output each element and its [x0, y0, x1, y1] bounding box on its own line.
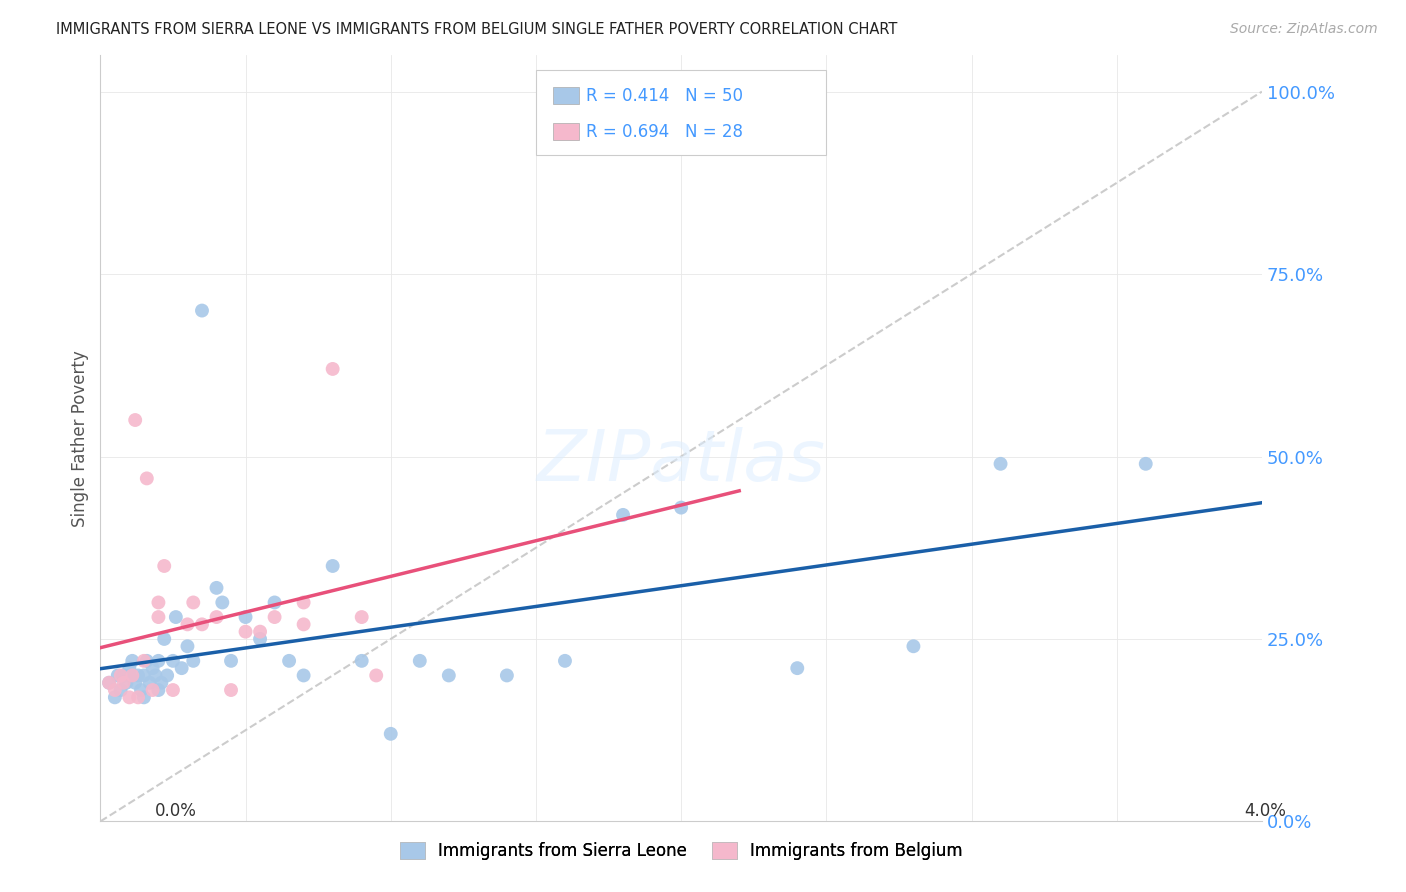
Point — [153, 632, 176, 646]
Point — [148, 610, 170, 624]
Point — [496, 668, 519, 682]
Point — [191, 617, 214, 632]
Point — [104, 690, 127, 705]
Text: R = 0.414   N = 50: R = 0.414 N = 50 — [586, 87, 742, 104]
Text: IMMIGRANTS FROM SIERRA LEONE VS IMMIGRANTS FROM BELGIUM SINGLE FATHER POVERTY CO: IMMIGRANTS FROM SIERRA LEONE VS IMMIGRAN… — [56, 22, 897, 37]
Point — [181, 654, 204, 668]
Point — [1135, 457, 1157, 471]
Point — [176, 617, 198, 632]
Point — [132, 668, 155, 682]
Point — [118, 661, 141, 675]
Text: 4.0%: 4.0% — [1244, 802, 1286, 820]
Point — [409, 654, 432, 668]
Point — [235, 610, 257, 624]
Point — [132, 690, 155, 705]
Text: R = 0.694   N = 28: R = 0.694 N = 28 — [586, 123, 742, 141]
Point — [219, 654, 242, 668]
Point — [350, 654, 373, 668]
Point — [104, 683, 127, 698]
Point — [903, 640, 925, 654]
Point — [292, 595, 315, 609]
Point — [278, 654, 301, 668]
Point — [176, 640, 198, 654]
Point — [205, 581, 228, 595]
FancyBboxPatch shape — [536, 70, 827, 154]
Point — [292, 668, 315, 682]
Text: 0.0%: 0.0% — [155, 802, 197, 820]
Point — [127, 690, 149, 705]
Point — [150, 675, 173, 690]
Point — [219, 683, 242, 698]
Point — [205, 610, 228, 624]
Point — [292, 617, 315, 632]
Point — [135, 654, 157, 668]
Point — [132, 654, 155, 668]
Point — [153, 559, 176, 574]
Point — [121, 654, 143, 668]
Point — [118, 668, 141, 682]
Point — [112, 668, 135, 682]
Point — [127, 668, 149, 682]
Point — [98, 675, 121, 690]
Point — [115, 675, 138, 690]
Point — [350, 610, 373, 624]
Point — [112, 675, 135, 690]
Point — [170, 661, 193, 675]
Point — [554, 654, 576, 668]
Point — [235, 624, 257, 639]
Point — [135, 471, 157, 485]
Point — [110, 668, 132, 682]
Point — [121, 668, 143, 682]
Point — [118, 690, 141, 705]
Point — [322, 559, 344, 574]
Point — [142, 661, 165, 675]
Point — [437, 668, 460, 682]
Point — [786, 661, 808, 675]
Point — [124, 413, 146, 427]
FancyBboxPatch shape — [554, 87, 579, 104]
Point — [156, 668, 179, 682]
FancyBboxPatch shape — [554, 123, 579, 140]
Point — [162, 683, 184, 698]
Point — [98, 675, 121, 690]
Point — [107, 668, 129, 682]
Point — [191, 303, 214, 318]
Point — [148, 654, 170, 668]
Point — [124, 675, 146, 690]
Point — [211, 595, 233, 609]
Point — [366, 668, 388, 682]
Text: ZIPatlas: ZIPatlas — [537, 426, 825, 496]
Point — [669, 500, 692, 515]
Point — [145, 668, 167, 682]
Y-axis label: Single Father Poverty: Single Father Poverty — [72, 350, 89, 526]
Point — [249, 624, 271, 639]
Point — [165, 610, 187, 624]
Point — [129, 683, 152, 698]
Point — [249, 632, 271, 646]
Legend: Immigrants from Sierra Leone, Immigrants from Belgium: Immigrants from Sierra Leone, Immigrants… — [392, 835, 969, 867]
Point — [263, 610, 285, 624]
Point — [322, 362, 344, 376]
Point — [138, 675, 160, 690]
Point — [148, 595, 170, 609]
Point — [990, 457, 1012, 471]
Point — [162, 654, 184, 668]
Point — [110, 683, 132, 698]
Point — [142, 683, 165, 698]
Point — [181, 595, 204, 609]
Point — [612, 508, 634, 522]
Point — [263, 595, 285, 609]
Text: Source: ZipAtlas.com: Source: ZipAtlas.com — [1230, 22, 1378, 37]
Point — [380, 727, 402, 741]
Point — [148, 683, 170, 698]
